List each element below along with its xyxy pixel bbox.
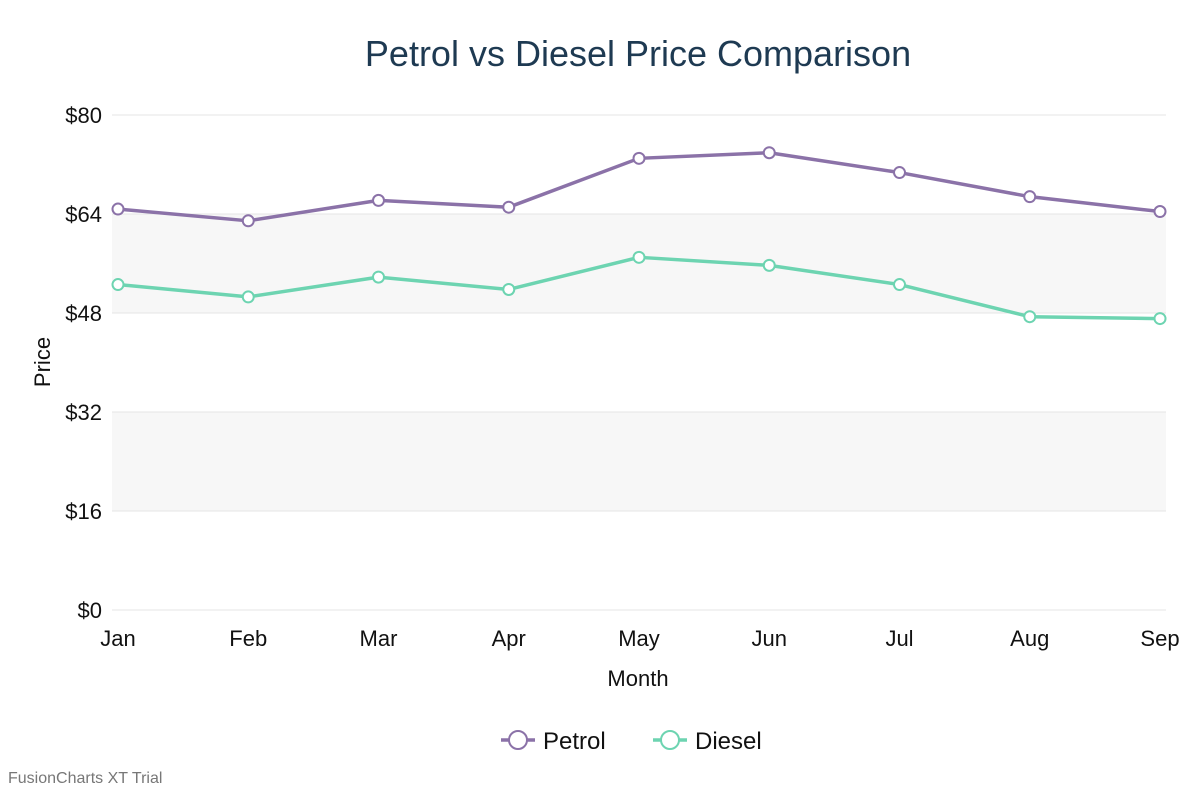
series-petrol: [111, 146, 1167, 228]
diesel-point[interactable]: [241, 290, 255, 304]
y-axis-title: Price: [30, 337, 55, 387]
legend-label: Petrol: [543, 728, 606, 755]
y-tick-label: $0: [78, 598, 102, 623]
legend-item-diesel[interactable]: Diesel: [653, 728, 762, 755]
petrol-point[interactable]: [893, 166, 906, 180]
x-tick-label: Jun: [752, 626, 787, 651]
x-axis-ticks: Jan Feb Mar Apr May Jun Jul Aug Sep: [100, 626, 1179, 651]
y-tick-label: $80: [65, 103, 102, 128]
diesel-point[interactable]: [1153, 312, 1167, 326]
petrol-point[interactable]: [241, 214, 255, 228]
y-tick-label: $32: [65, 400, 102, 425]
x-tick-label: Sep: [1140, 626, 1179, 651]
diesel-point[interactable]: [632, 250, 646, 264]
petrol-point[interactable]: [762, 146, 776, 160]
petrol-point[interactable]: [111, 202, 125, 216]
chart-title: Petrol vs Diesel Price Comparison: [365, 33, 911, 74]
petrol-point[interactable]: [372, 193, 385, 207]
petrol-point[interactable]: [502, 200, 516, 214]
y-tick-label: $16: [65, 499, 102, 524]
x-tick-label: Jul: [885, 626, 913, 651]
petrol-point[interactable]: [1023, 190, 1037, 204]
x-tick-label: May: [618, 626, 660, 651]
diesel-point[interactable]: [502, 282, 516, 296]
y-axis-ticks: $0 $16 $32 $48 $64 $80: [65, 103, 102, 623]
x-axis-title: Month: [607, 666, 668, 691]
watermark-text: FusionCharts XT Trial: [8, 770, 162, 787]
y-gridlines: [112, 114, 1166, 611]
series-diesel: [111, 250, 1167, 326]
legend-swatch-marker: [660, 730, 680, 750]
x-tick-label: Feb: [229, 626, 267, 651]
legend[interactable]: Petrol Diesel: [501, 728, 762, 755]
diesel-point[interactable]: [111, 278, 125, 292]
x-tick-label: Mar: [360, 626, 398, 651]
petrol-point[interactable]: [632, 151, 646, 165]
legend-item-petrol[interactable]: Petrol: [501, 728, 606, 755]
diesel-point[interactable]: [893, 278, 906, 292]
diesel-point[interactable]: [372, 270, 385, 284]
diesel-point[interactable]: [1023, 310, 1037, 324]
petrol-point[interactable]: [1153, 205, 1167, 219]
legend-swatch-marker: [508, 730, 528, 750]
diesel-point[interactable]: [762, 258, 776, 272]
legend-label: Diesel: [695, 728, 762, 755]
x-tick-label: Jan: [100, 626, 135, 651]
series-layer: [111, 146, 1167, 326]
y-tick-label: $48: [65, 301, 102, 326]
x-tick-label: Aug: [1010, 626, 1049, 651]
x-tick-label: Apr: [492, 626, 526, 651]
plot-band: [112, 412, 1166, 511]
y-tick-label: $64: [65, 202, 102, 227]
